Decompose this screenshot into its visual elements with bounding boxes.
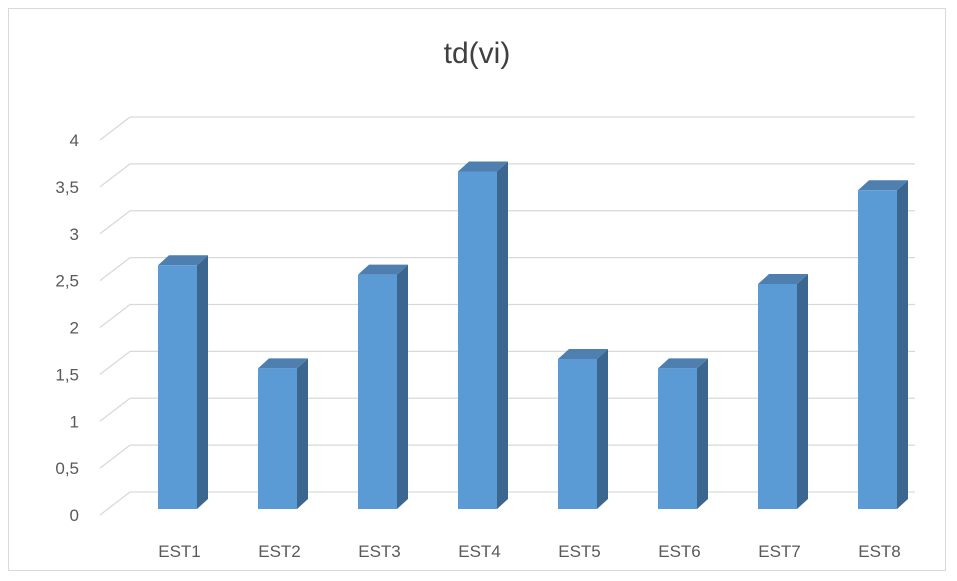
y-tick-label: 0,5 <box>55 459 79 478</box>
y-tick-label: 2 <box>70 319 79 338</box>
gridline <box>99 210 915 235</box>
x-tick-label: EST5 <box>558 542 601 561</box>
x-tick-label: EST1 <box>158 542 201 561</box>
chart-title: td(vi) <box>443 37 511 70</box>
y-tick-label: 4 <box>70 131 79 150</box>
x-tick-label: EST8 <box>858 542 901 561</box>
x-tick-label: EST4 <box>458 542 501 561</box>
x-tick-label: EST7 <box>758 542 801 561</box>
bar <box>458 161 508 509</box>
y-tick-label: 3,5 <box>55 178 79 197</box>
bar <box>558 349 608 509</box>
bar <box>758 274 808 509</box>
x-tick-label: EST2 <box>258 542 301 561</box>
y-tick-label: 3 <box>70 225 79 244</box>
bar <box>158 255 208 509</box>
y-tick-label: 1,5 <box>55 365 79 384</box>
y-tick-label: 0 <box>70 506 79 525</box>
gridline <box>99 163 915 188</box>
x-tick-label: EST6 <box>658 542 701 561</box>
bar <box>358 264 408 509</box>
y-tick-label: 2,5 <box>55 272 79 291</box>
bar <box>658 358 708 509</box>
gridline <box>99 256 915 282</box>
bar <box>858 180 908 509</box>
bar <box>258 358 308 509</box>
y-tick-label: 1 <box>70 412 79 431</box>
gridline <box>99 116 915 141</box>
x-tick-label: EST3 <box>358 542 401 561</box>
